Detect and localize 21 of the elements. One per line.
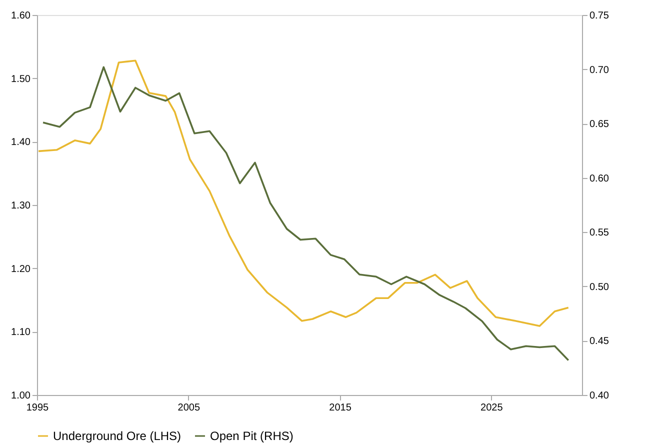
x-tick-label: 1995 bbox=[26, 402, 50, 414]
y2-tick-label: 0.60 bbox=[590, 173, 610, 184]
y2-tick-label: 0.50 bbox=[590, 282, 610, 293]
y2-tick-label: 0.55 bbox=[590, 228, 610, 239]
y2-tick-label: 0.75 bbox=[590, 10, 610, 22]
y2-tick-label: 0.70 bbox=[590, 64, 610, 76]
y-tick-label: 1.40 bbox=[11, 137, 31, 148]
x-tick-label: 2015 bbox=[329, 402, 352, 414]
x-tick-label: 2025 bbox=[480, 402, 504, 414]
y2-tick-label: 0.40 bbox=[590, 390, 610, 402]
legend-label: Underground Ore (LHS) bbox=[53, 429, 182, 443]
y-tick-label: 1.60 bbox=[11, 10, 31, 22]
y2-tick-label: 0.65 bbox=[590, 119, 610, 130]
y2-tick-label: 0.45 bbox=[590, 336, 610, 348]
y-tick-label: 1.00 bbox=[11, 390, 31, 402]
y-tick-label: 1.30 bbox=[11, 200, 31, 212]
legend-label: Open Pit (RHS) bbox=[210, 429, 294, 443]
y-tick-label: 1.10 bbox=[11, 327, 31, 338]
y-tick-label: 1.20 bbox=[11, 264, 31, 275]
x-tick-label: 2005 bbox=[178, 402, 200, 414]
y-tick-label: 1.50 bbox=[11, 74, 31, 85]
